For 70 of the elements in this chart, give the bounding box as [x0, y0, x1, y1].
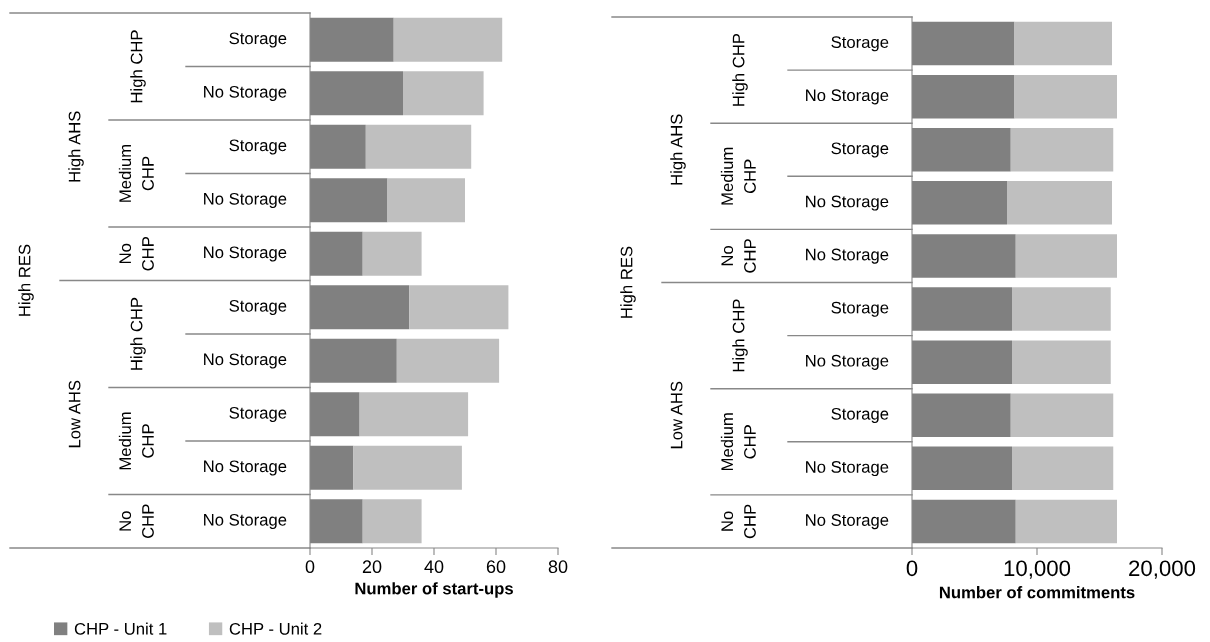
bar — [1015, 499, 1117, 544]
bar — [1012, 287, 1111, 331]
bar — [1012, 446, 1114, 491]
bar — [1014, 21, 1112, 66]
text: High RES — [620, 246, 636, 318]
text: High RES — [18, 244, 34, 316]
y-tick-label: Storage — [229, 32, 287, 48]
bar — [362, 231, 422, 276]
text: No CHP — [119, 237, 154, 271]
bar — [387, 178, 465, 223]
text: High CHP — [130, 297, 146, 370]
text: No CHP — [721, 504, 756, 539]
x-tick-label: 40 — [424, 560, 444, 574]
y-tick-label: No Storage — [806, 89, 889, 105]
text: High AHS — [670, 114, 686, 185]
bar — [393, 17, 503, 62]
y-tick-label: Storage — [831, 36, 889, 52]
text: Low AHS — [68, 380, 81, 448]
bar — [403, 71, 484, 116]
text: High AHS — [68, 111, 84, 182]
bar — [1010, 393, 1114, 438]
y-tick-label: Storage — [831, 407, 889, 424]
bar — [362, 499, 422, 544]
y-tick-label: No Storage — [204, 192, 287, 209]
text: No CHP — [721, 239, 756, 273]
x-tick-label: 10,000 — [1004, 560, 1071, 579]
text: High CHP — [732, 33, 748, 106]
x-tick-label: 20,000 — [1129, 560, 1196, 579]
text: Low AHS — [670, 381, 683, 449]
y-tick-label: Storage — [229, 406, 287, 423]
x-tick-label: 80 — [548, 560, 568, 574]
text: Medium CHP — [720, 147, 756, 205]
x-tick-label: 0 — [906, 560, 918, 577]
text: No CHP — [119, 504, 154, 538]
x-tick-label: 20 — [362, 560, 382, 574]
x-axis-title: Number of start-ups — [355, 582, 513, 598]
y-tick-label: No Storage — [806, 514, 889, 530]
bar — [359, 392, 469, 437]
text: High CHP — [732, 299, 748, 372]
bar — [1010, 127, 1114, 172]
y-tick-label: No Storage — [204, 460, 287, 476]
text: Medium CHP — [118, 144, 154, 202]
y-tick-label: No Storage — [806, 248, 889, 264]
bar — [353, 445, 462, 490]
y-tick-label: No Storage — [204, 246, 287, 262]
y-tick-label: Storage — [229, 139, 287, 155]
text: High CHP — [130, 30, 146, 103]
bar — [396, 338, 500, 383]
text: Medium CHP — [118, 412, 154, 470]
y-tick-label: No Storage — [204, 353, 287, 369]
x-tick-label: 0 — [305, 560, 315, 574]
y-tick-label: No Storage — [204, 85, 287, 102]
y-tick-label: No Storage — [806, 461, 889, 477]
y-tick-label: No Storage — [204, 513, 287, 530]
legend-label: CHP - Unit 2 — [229, 622, 322, 635]
y-tick-label: No Storage — [806, 354, 889, 370]
bar — [1007, 181, 1112, 225]
bar — [409, 285, 509, 330]
y-tick-label: Storage — [831, 301, 889, 317]
y-tick-label: No Storage — [806, 195, 889, 211]
bar — [1014, 74, 1117, 119]
bar — [365, 124, 472, 169]
bar — [1012, 340, 1111, 384]
x-tick-label: 60 — [486, 560, 506, 574]
bar — [1015, 234, 1117, 278]
y-tick-label: Storage — [229, 299, 287, 316]
text: Medium CHP — [720, 413, 756, 471]
y-tick-label: Storage — [831, 142, 889, 158]
x-axis-title: Number of commitments — [939, 586, 1135, 599]
legend-label: CHP - Unit 1 — [74, 622, 167, 635]
